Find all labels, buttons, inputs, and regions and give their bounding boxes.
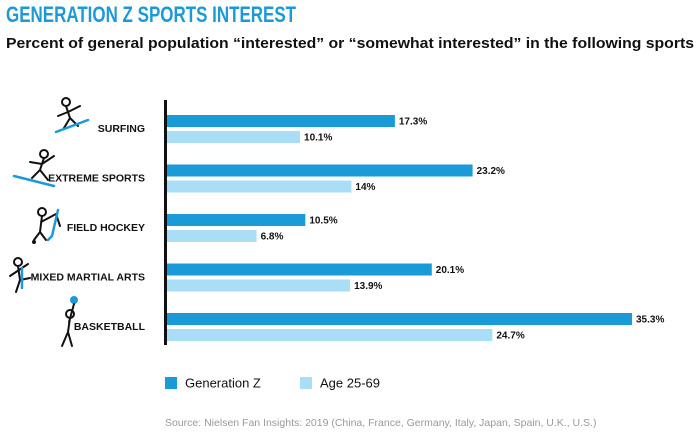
value-label: 35.3%	[636, 315, 664, 326]
bar	[167, 313, 632, 325]
chart-subtitle: Percent of general population “intereste…	[6, 35, 694, 52]
category-label: BASKETBALL	[74, 321, 146, 333]
hockey-icon	[32, 207, 61, 244]
value-label: 17.3%	[399, 117, 427, 128]
category-label: MIXED MARTIAL ARTS	[31, 271, 145, 283]
bar	[167, 131, 301, 143]
bar	[167, 164, 473, 177]
chart-title: GENERATION Z SPORTS INTEREST	[6, 2, 296, 27]
bar	[167, 263, 432, 276]
legend-swatch	[300, 377, 312, 389]
category-label: EXTREME SPORTS	[48, 172, 145, 184]
legend-label: Generation Z	[185, 375, 261, 390]
mma-icon	[9, 257, 31, 293]
source-note: Source: Nielsen Fan Insights: 2019 (Chin…	[165, 417, 596, 429]
value-label: 14%	[355, 182, 375, 193]
legend-label: Age 25-69	[320, 375, 380, 390]
bar	[167, 115, 395, 127]
bar	[167, 180, 352, 193]
extreme-icon	[12, 149, 56, 188]
value-label: 20.1%	[436, 265, 464, 276]
value-label: 6.8%	[261, 232, 284, 243]
legend-swatch	[165, 377, 177, 389]
category-label: FIELD HOCKEY	[67, 222, 145, 234]
value-label: 10.5%	[309, 216, 337, 227]
bar	[167, 230, 257, 242]
icons	[9, 97, 90, 347]
surfing-icon	[54, 97, 90, 134]
bar	[167, 279, 351, 292]
value-label: 23.2%	[477, 166, 505, 177]
bar	[167, 329, 493, 341]
value-label: 10.1%	[304, 133, 332, 144]
category-label: SURFING	[98, 123, 145, 135]
basketball-icon	[61, 296, 78, 347]
value-label: 13.9%	[354, 281, 382, 292]
bar	[167, 214, 306, 226]
value-label: 24.7%	[496, 331, 524, 342]
